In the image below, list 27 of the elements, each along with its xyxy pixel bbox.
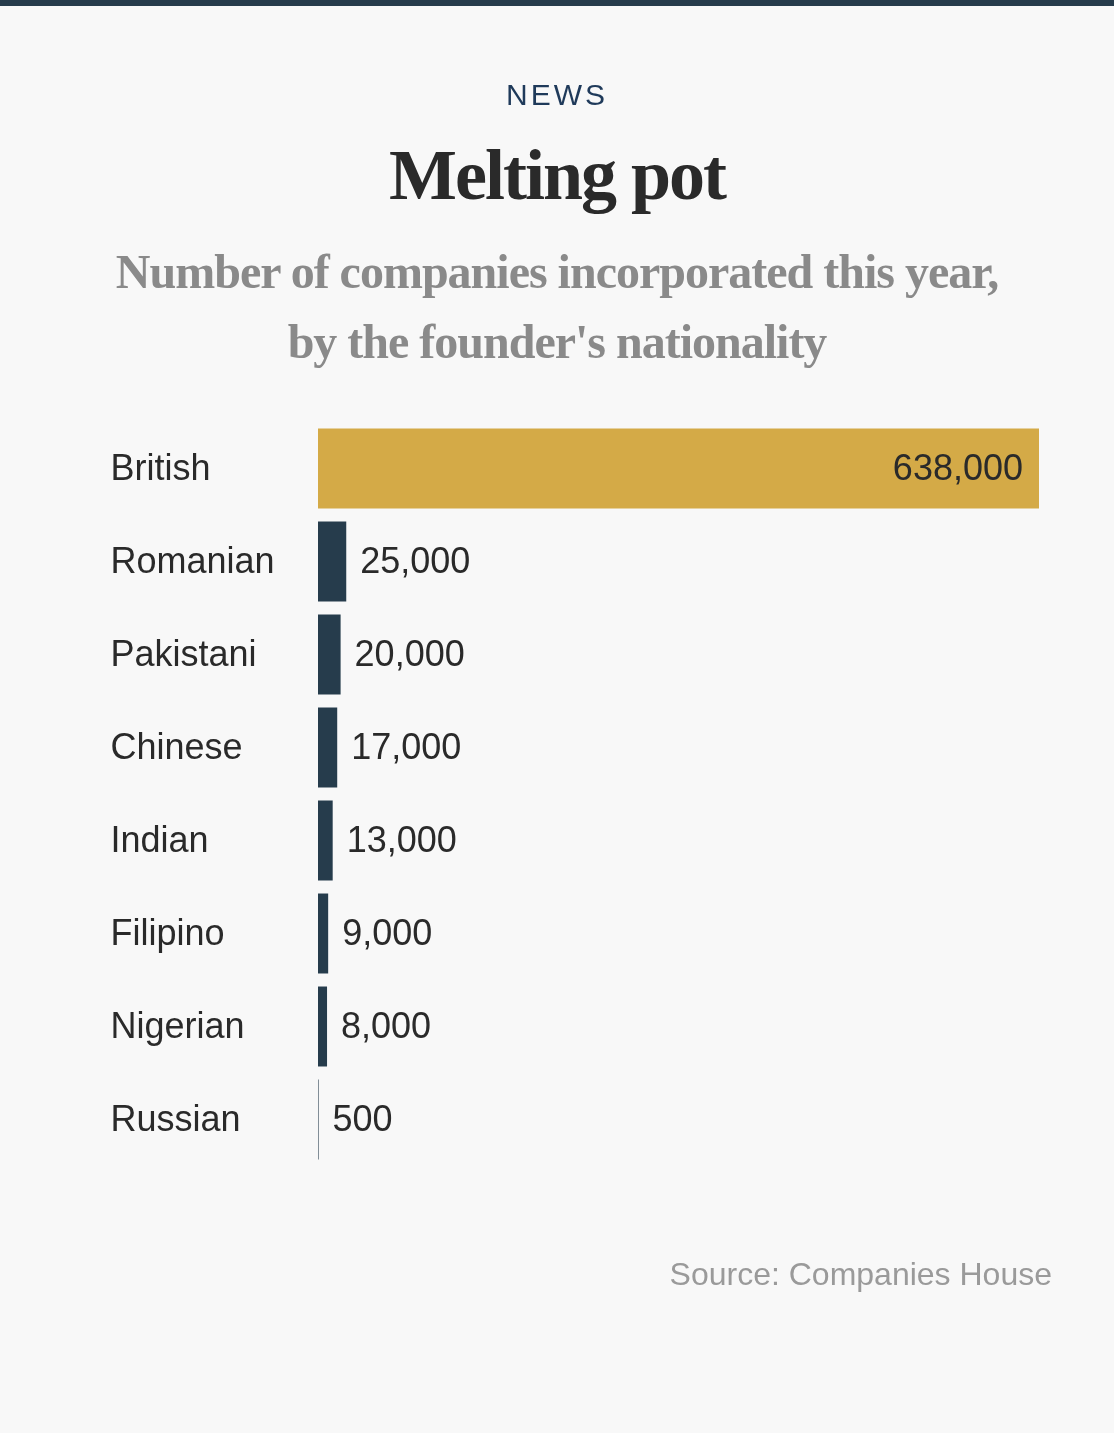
data-label: 500: [332, 1097, 393, 1139]
source-note: Source: Companies House: [668, 1255, 1052, 1294]
bar: [318, 614, 341, 695]
chart-title: Melting pot: [388, 134, 728, 217]
data-label: 638,000: [892, 446, 1023, 488]
data-label: 25,000: [360, 539, 471, 581]
y-tick-label: Indian: [110, 818, 209, 860]
y-tick-label: Russian: [110, 1097, 241, 1139]
data-label: 13,000: [346, 818, 457, 860]
data-label: 8,000: [341, 1004, 432, 1046]
y-tick-label: Filipino: [110, 911, 225, 953]
y-tick-label: British: [110, 446, 211, 488]
data-label: 20,000: [354, 632, 465, 674]
bar: [318, 893, 329, 974]
bar: [318, 707, 338, 788]
chart-subtitle: Number of companies incorporated this year, by the founder's nationality: [114, 244, 1000, 370]
y-tick-label: Pakistani: [110, 632, 257, 674]
y-tick-label: Nigerian: [110, 1004, 245, 1046]
bar: [318, 428, 1039, 509]
bar: [318, 986, 328, 1067]
data-label: 9,000: [342, 911, 433, 953]
bar: [318, 521, 347, 602]
text: NEWS: [505, 78, 609, 112]
data-label: 17,000: [351, 725, 462, 767]
bar: [318, 800, 333, 881]
y-tick-label: Romanian: [110, 539, 275, 581]
y-tick-label: Chinese: [110, 725, 243, 767]
